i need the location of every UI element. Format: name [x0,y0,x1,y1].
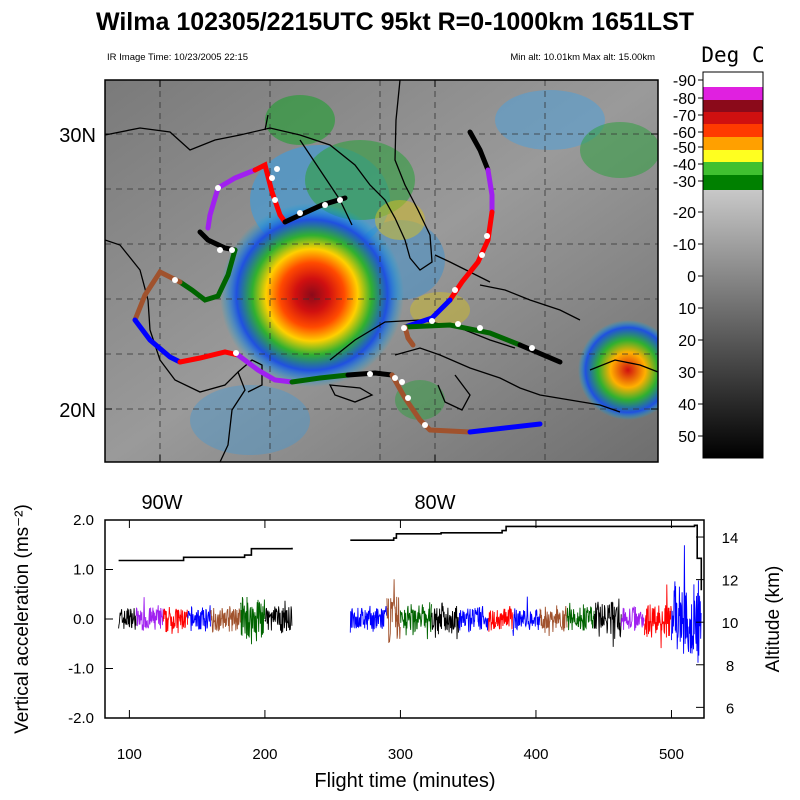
acceleration-series [512,596,541,636]
colorbar-tick-label: -50 [673,140,696,157]
acceleration-series [488,606,514,632]
y2-tick-label: 14 [722,530,739,547]
acceleration-series [210,606,241,633]
altitude-line [350,524,703,591]
x-tick-label: 200 [252,746,277,763]
colorbar-tick-label: -60 [673,125,696,142]
colorbar-swatch [703,137,763,150]
colorbar-swatch [703,150,763,162]
flight-track [132,129,563,435]
altitude-line [118,547,293,562]
acceleration-series [620,606,645,631]
altitude-range: Min alt: 10.01km Max alt: 15.00km [510,52,655,63]
acceleration-series [399,602,432,640]
lon-label-80w: 80W [414,492,455,514]
y2-tick-label: 8 [726,658,734,675]
acceleration-series [135,597,164,631]
colorbar-swatch [703,72,763,87]
colorbar-swatch [703,124,763,137]
secondary-storm [578,320,658,420]
y-tick-label: 0.0 [73,611,94,628]
acceleration-series [386,579,401,643]
acceleration-series [187,605,211,632]
colorbar-tick-label: 10 [678,301,696,318]
acceleration-series [349,605,388,633]
acceleration-series [240,596,266,645]
acceleration-series [118,608,137,630]
colorbar-tick-label: 0 [687,269,696,286]
x-tick-label: 400 [523,746,548,763]
hurricane-core [220,203,404,387]
acceleration-series [458,605,489,633]
track-markers [172,166,535,428]
colorbar-swatch [703,112,763,124]
colorbar-tick-label: -30 [673,174,696,191]
colorbar-swatch [703,100,763,112]
y2-tick-label: 10 [722,615,739,632]
colorbar-frame [702,71,764,459]
acceleration-series [593,598,622,647]
y2-axis-label: Altitude (km) [763,566,784,673]
y-tick-label: 2.0 [73,512,94,529]
acceleration-series [264,600,293,634]
y-tick-label: -1.0 [68,661,94,678]
lon-label-90w: 90W [141,492,182,514]
lat-label-30n: 30N [59,125,96,147]
colorbar-tick-label: -90 [673,73,696,90]
acceleration-series [643,584,672,649]
acceleration-series [566,602,595,631]
acceleration-series [539,605,568,637]
colorbar-tick-label: -40 [673,157,696,174]
colorbar-tick-label: 20 [678,333,696,350]
colorbar-swatch [703,175,763,190]
image-time: IR Image Time: 10/23/2005 22:15 [107,52,248,63]
y-tick-label: 1.0 [73,562,94,579]
colorbar-tick-label: -70 [673,108,696,125]
colorbar-swatch [703,162,763,175]
colorbar-tick-label: 50 [678,429,696,446]
acceleration-series [162,606,189,634]
x-axis-label: Flight time (minutes) [314,770,495,792]
colorbar-swatches [702,71,764,459]
lat-label-20n: 20N [59,400,96,422]
chart-title: Wilma 102305/2215UTC 95kt R=0-1000km 165… [96,8,694,36]
y-axis-label: Vertical acceleration (ms⁻²) [12,504,33,734]
colorbar-swatch [703,87,763,100]
ir-satellite-map: 30N 20N 90W 80W [59,79,659,514]
acceleration-series [671,545,702,663]
acceleration-series [431,602,459,640]
colorbar-tick-label: 30 [678,365,696,382]
colorbar-tick-label: -10 [673,237,696,254]
colorbar-title: Deg C [701,43,764,67]
y2-tick-label: 6 [726,700,734,717]
x-tick-label: 300 [388,746,413,763]
x-tick-label: 500 [659,746,684,763]
map-gridlines [105,80,658,462]
map-ticks [105,80,658,462]
x-tick-label: 100 [117,746,142,763]
colorbar-tick-label: -20 [673,205,696,222]
acceleration-panel: 100 200 300 400 500 2.0 1.0 0.0 -1.0 -2.0 14 12 10 8 6… [12,504,784,792]
colorbar-greyramp [703,190,763,458]
y2-tick-label: 12 [722,573,739,590]
y-tick-label: -2.0 [68,710,94,727]
colorbar-tick-label: 40 [678,397,696,414]
colorbar: Deg C -90-80-70-60-50-40-30 -20 -10 0 10 20 30… [673,43,765,459]
colorbar-tick-label: -80 [673,91,696,108]
